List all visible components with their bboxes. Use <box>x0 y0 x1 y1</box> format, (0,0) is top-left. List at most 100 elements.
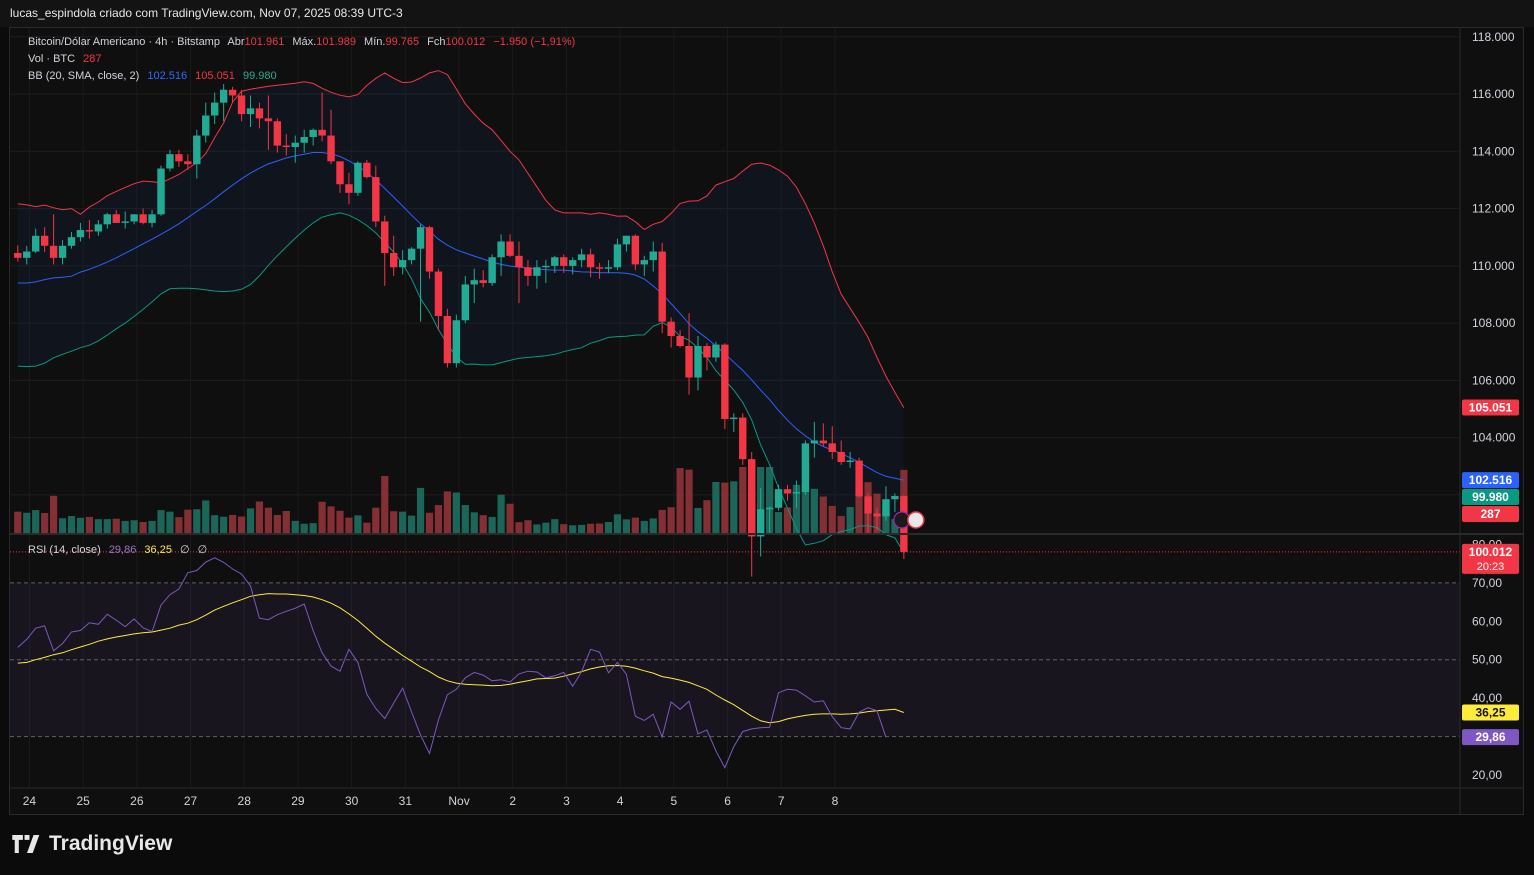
volume-bar <box>184 509 192 533</box>
volume-bar <box>175 517 183 533</box>
us-flag-icon <box>907 511 925 529</box>
candle-body <box>703 346 711 358</box>
symbol-title[interactable]: Bitcoin/Dólar Americano · 4h · Bitstamp <box>28 36 220 48</box>
rsi-badge-bg <box>1462 729 1519 746</box>
volume-bar <box>85 516 93 533</box>
candle-body <box>76 230 85 238</box>
high-label: Máx. <box>292 36 317 48</box>
volume-bar <box>676 468 684 533</box>
high-value: 101.989 <box>316 36 356 48</box>
bollinger-band-lines <box>17 70 905 554</box>
volume-label: Vol · BTC <box>28 53 76 65</box>
time-tick-label: 29 <box>291 794 305 808</box>
rsi-tick-label: 60,00 <box>1472 614 1502 628</box>
close-label: Fch <box>427 36 446 48</box>
candle-body <box>193 135 201 165</box>
candle-body <box>855 460 863 497</box>
bb-legend[interactable]: BB (20, SMA, close, 2) 102.516 105.051 9… <box>28 70 282 82</box>
candle-body <box>873 513 881 517</box>
volume-bar <box>354 515 362 533</box>
rsi-tick-label: 70,00 <box>1472 576 1502 590</box>
price-tick-label: 104.000 <box>1472 431 1516 445</box>
candle-body <box>85 230 94 232</box>
volume-bar <box>255 501 264 533</box>
volume-bar <box>211 515 219 533</box>
symbol-legend[interactable]: Bitcoin/Dólar Americano · 4h · Bitstamp … <box>28 36 580 48</box>
time-tick-label: 2 <box>509 794 516 808</box>
rsi-empty-1: ∅ <box>180 544 190 556</box>
candle-body <box>67 237 76 246</box>
volume-bar <box>14 511 22 533</box>
volume-bar <box>569 525 577 533</box>
tradingview-logo-icon <box>12 835 40 853</box>
candle-body <box>497 241 505 258</box>
time-tick-label: 25 <box>76 794 90 808</box>
volume-bar <box>533 524 541 533</box>
candle-body <box>488 257 496 284</box>
volume-bar <box>336 510 344 533</box>
candle-body <box>560 257 568 266</box>
volume-bar <box>112 518 120 533</box>
volume-bar <box>739 467 747 533</box>
candle-body <box>300 136 308 143</box>
candle-body <box>255 108 264 119</box>
volume-bar <box>399 511 407 533</box>
volume-legend[interactable]: Vol · BTC 287 <box>28 53 107 65</box>
volume-bar <box>103 519 111 533</box>
candle-body <box>416 227 425 249</box>
price-axis[interactable]: 102.000104.000106.000108.000110.000112.0… <box>1472 30 1516 502</box>
rsi-ma-badge: 36,25 <box>1475 706 1505 720</box>
chart-background <box>10 28 1523 814</box>
volume-bar <box>828 505 836 533</box>
candle-body <box>282 145 290 148</box>
volume-bar <box>229 514 237 533</box>
tradingview-logo-text: TradingView <box>49 832 173 855</box>
candle-body <box>381 221 389 253</box>
candle-body <box>318 129 326 136</box>
volume-bar <box>542 522 550 533</box>
rsi-ma-badge-bg <box>1462 704 1519 721</box>
chart-frame[interactable]: 102.000104.000106.000108.000110.000112.0… <box>9 27 1524 815</box>
tradingview-logo[interactable]: TradingView <box>12 832 172 856</box>
rsi-label: RSI (14, close) <box>28 544 101 556</box>
candle-body <box>846 460 854 462</box>
volume-bar <box>622 519 630 533</box>
volume-bar <box>766 467 774 533</box>
volume-bar <box>452 492 460 533</box>
rsi-ma-value: 36,25 <box>144 544 172 556</box>
candle-body <box>184 161 192 165</box>
volume-bar <box>774 512 783 533</box>
snapshot-header: lucas_espindola criado com TradingView.c… <box>0 0 1534 27</box>
volume-bar <box>372 507 380 533</box>
candle-body <box>219 89 228 103</box>
price-chart[interactable]: 102.000104.000106.000108.000110.000112.0… <box>10 28 1523 814</box>
rsi-legend[interactable]: RSI (14, close) 29,86 36,25 ∅ ∅ <box>28 543 212 556</box>
candle-body <box>175 154 183 162</box>
volume-value: 287 <box>83 53 102 65</box>
volume-bar <box>658 509 666 533</box>
volume-badge-bg <box>1462 506 1519 522</box>
volume-bar <box>345 517 353 533</box>
candle-body <box>434 271 443 316</box>
candle-body <box>542 265 550 268</box>
time-axis[interactable]: 24 25 26 27 28 29 30 31 Nov 2 3 4 5 6 7 8 <box>23 794 839 808</box>
volume-bar <box>291 520 299 533</box>
candle-body <box>595 267 604 269</box>
candle-body <box>237 95 246 115</box>
candle-body <box>139 214 147 223</box>
volume-bar <box>631 517 639 533</box>
candle-body <box>837 451 845 462</box>
bb-mid-value: 102.516 <box>147 70 188 82</box>
candle-body <box>452 320 461 364</box>
candlesticks[interactable] <box>10 84 1460 577</box>
candle-body <box>202 115 210 136</box>
footer <box>0 815 1534 875</box>
volume-bar <box>515 522 523 533</box>
volume-bar <box>434 505 443 533</box>
bb-upper-value: 105.051 <box>195 70 235 82</box>
volume-bar <box>166 511 174 533</box>
time-tick-label: 8 <box>832 794 839 808</box>
bb-label: BB (20, SMA, close, 2) <box>28 70 140 82</box>
time-tick-label: 28 <box>238 794 252 808</box>
low-label: Mín. <box>364 36 386 48</box>
